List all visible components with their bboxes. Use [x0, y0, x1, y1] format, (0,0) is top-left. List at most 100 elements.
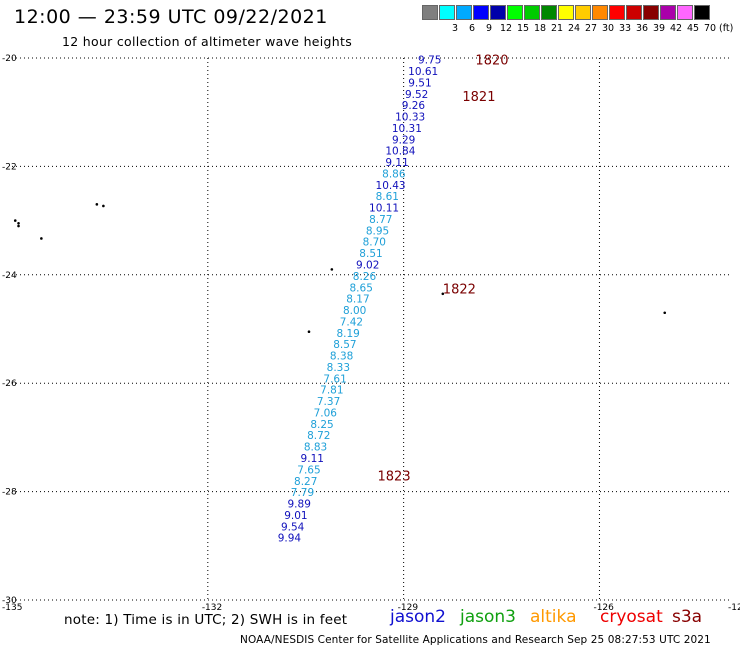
island-dot — [307, 330, 311, 334]
colorbar-label: 9 — [485, 23, 493, 34]
island-dot — [441, 292, 445, 296]
colorbar-swatch — [694, 5, 710, 20]
colorbar-swatch — [422, 5, 438, 20]
colorbar-label: 36 — [635, 23, 649, 34]
swh-value: 10.31 — [392, 123, 422, 135]
colorbar-label: 45 — [686, 23, 700, 34]
colorbar-label: 42 — [669, 23, 683, 34]
satellite-s3a: s3a — [672, 607, 703, 627]
satellite-cryosat: cryosat — [600, 607, 663, 627]
pass-time-label: 1820 — [475, 54, 508, 69]
map-subtitle: 12 hour collection of altimeter wave hei… — [62, 34, 353, 49]
swh-value: 9.29 — [392, 134, 415, 146]
lat-tick-label: -30 — [2, 596, 17, 606]
lat-tick-label: -22 — [2, 162, 17, 172]
colorbar-label: 70 — [703, 23, 717, 34]
colorbar-swatch — [507, 5, 523, 20]
swh-value: 8.33 — [327, 362, 350, 374]
swh-value: 8.95 — [366, 225, 389, 237]
swh-value: 8.77 — [369, 214, 392, 226]
colorbar-label: 15 — [516, 23, 530, 34]
swh-value: 9.02 — [356, 260, 379, 272]
swh-value: 9.89 — [288, 499, 311, 511]
lon-tick-label: -132 — [202, 603, 222, 613]
credit-line: NOAA/NESDIS Center for Satellite Applica… — [240, 634, 711, 646]
swh-value: 10.33 — [395, 112, 425, 124]
map-title: 12:00 — 23:59 UTC 09/22/2021 — [14, 6, 328, 28]
swh-value: 8.83 — [304, 442, 327, 454]
swh-value: 7.65 — [297, 464, 320, 476]
swh-value: 10.61 — [408, 66, 438, 78]
colorbar-label: 6 — [468, 23, 476, 34]
colorbar-swatch — [592, 5, 608, 20]
pass-time-label: 1821 — [462, 90, 495, 105]
colorbar-swatch — [456, 5, 472, 20]
footnote: note: 1) Time is in UTC; 2) SWH is in fe… — [64, 612, 348, 628]
colorbar-swatch — [473, 5, 489, 20]
swh-value: 8.38 — [330, 351, 353, 363]
swh-value: 8.72 — [307, 430, 330, 442]
colorbar-swatch — [626, 5, 642, 20]
swh-value: 7.61 — [323, 373, 346, 385]
swh-value: 8.86 — [382, 168, 406, 180]
lon-tick-label: -135 — [2, 603, 22, 613]
swh-value: 9.75 — [418, 55, 441, 67]
island-dot — [663, 311, 667, 315]
satellite-altika: altika — [530, 607, 577, 627]
swh-value: 8.26 — [353, 271, 377, 283]
island-dot — [17, 222, 20, 225]
lon-tick-label: -126 — [593, 603, 614, 613]
lon-tick-label: -129 — [398, 603, 419, 613]
swh-value: 9.51 — [408, 77, 431, 89]
colorbar-swatch — [524, 5, 540, 20]
swh-value: 8.25 — [310, 419, 333, 431]
colorbar-swatch — [439, 5, 455, 20]
swh-value: 8.61 — [376, 191, 399, 203]
island-dot — [40, 237, 43, 240]
lon-tick-label: -124 — [728, 603, 740, 613]
swh-value: 9.94 — [278, 533, 302, 545]
swh-value: 9.52 — [405, 89, 428, 101]
colorbar-label: 27 — [584, 23, 598, 34]
colorbar-swatch — [490, 5, 506, 20]
pass-time-label: 1822 — [443, 282, 476, 297]
colorbar-swatch — [558, 5, 574, 20]
satellite-jason3: jason3 — [460, 607, 516, 627]
colorbar-label: 21 — [550, 23, 564, 34]
swh-value: 8.70 — [363, 237, 386, 249]
colorbar-swatch — [643, 5, 659, 20]
colorbar-label: 18 — [533, 23, 547, 34]
swh-value: 10.43 — [376, 180, 406, 192]
colorbar-swatch — [609, 5, 625, 20]
colorbar-unit: (ft) — [719, 23, 734, 34]
swh-value: 8.27 — [294, 476, 317, 488]
swh-value: 9.26 — [402, 100, 426, 112]
lat-tick-label: -24 — [2, 271, 17, 281]
island-dot — [13, 219, 17, 222]
swh-value: 8.19 — [336, 328, 359, 340]
colorbar-swatch — [541, 5, 557, 20]
swh-value: 7.81 — [320, 385, 343, 397]
satellite-jason2: jason2 — [390, 607, 446, 627]
island-dot — [330, 268, 334, 271]
island-dot — [102, 204, 105, 208]
swh-value: 8.00 — [343, 305, 366, 317]
swh-value: 10.84 — [385, 146, 415, 158]
colorbar-label: 3 — [451, 23, 459, 34]
colorbar-label: 12 — [499, 23, 513, 34]
colorbar-label: 24 — [567, 23, 581, 34]
colorbar-label: 33 — [618, 23, 632, 34]
swh-value: 7.06 — [314, 407, 338, 419]
island-dot — [17, 224, 20, 228]
pass-time-label: 1823 — [378, 469, 411, 484]
swh-value: 9.01 — [284, 510, 307, 522]
colorbar-swatch — [677, 5, 693, 20]
swh-value: 7.37 — [317, 396, 340, 408]
colorbar-label: 30 — [601, 23, 615, 34]
swh-value: 10.11 — [369, 203, 399, 215]
swh-value: 7.79 — [291, 487, 314, 499]
lat-tick-label: -20 — [2, 54, 17, 64]
lat-tick-label: -28 — [2, 488, 17, 498]
swh-value: 9.11 — [301, 453, 324, 465]
